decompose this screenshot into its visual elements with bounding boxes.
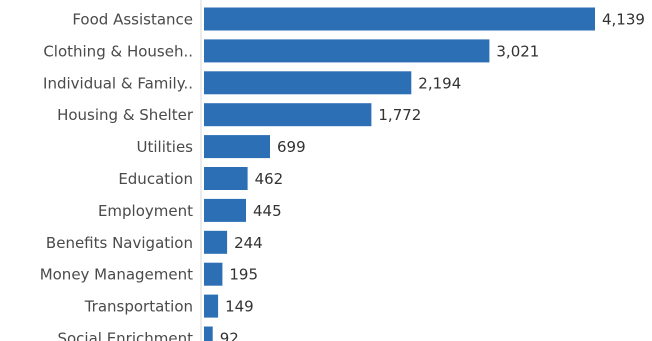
bar-3[interactable] (204, 103, 372, 127)
value-label: 699 (277, 138, 306, 156)
value-label: 1,772 (378, 106, 421, 124)
category-label: Clothing & Househ.. (43, 42, 193, 60)
category-label: Individual & Family.. (43, 74, 193, 92)
bar-1[interactable] (204, 39, 490, 63)
bar-6[interactable] (204, 198, 246, 222)
category-label: Food Assistance (72, 11, 193, 29)
value-label: 2,194 (418, 74, 461, 92)
value-label: 4,139 (602, 11, 645, 29)
category-label: Housing & Shelter (57, 106, 194, 124)
category-label: Education (118, 170, 193, 188)
category-label: Benefits Navigation (46, 234, 193, 252)
bar-7[interactable] (204, 230, 228, 254)
value-label: 3,021 (496, 42, 539, 60)
category-label: Utilities (137, 138, 194, 156)
value-label: 244 (234, 234, 263, 252)
bar-8[interactable] (204, 262, 223, 286)
bar-5[interactable] (204, 167, 248, 190)
category-label: Transportation (84, 298, 193, 316)
value-label: 92 (220, 330, 239, 341)
value-label: 195 (229, 266, 258, 284)
value-label: 149 (225, 298, 254, 316)
category-label: Employment (98, 202, 193, 220)
category-label: Money Management (40, 266, 193, 284)
value-label: 445 (253, 202, 282, 220)
category-label: Social Enrichment (57, 330, 193, 341)
bar-9[interactable] (204, 294, 219, 318)
category-labels-group: Food Assistance Clothing & Househ.. Indivi… (40, 11, 194, 341)
bar-2[interactable] (204, 71, 412, 95)
bar-10[interactable] (204, 326, 213, 341)
bar-4[interactable] (204, 135, 270, 159)
bars-group (204, 7, 595, 341)
value-labels-group: 4,139 3,021 2,194 1,772 699 462 445 244 195 149 92 (220, 11, 645, 341)
bar-0[interactable] (204, 7, 595, 31)
value-label: 462 (255, 170, 284, 188)
